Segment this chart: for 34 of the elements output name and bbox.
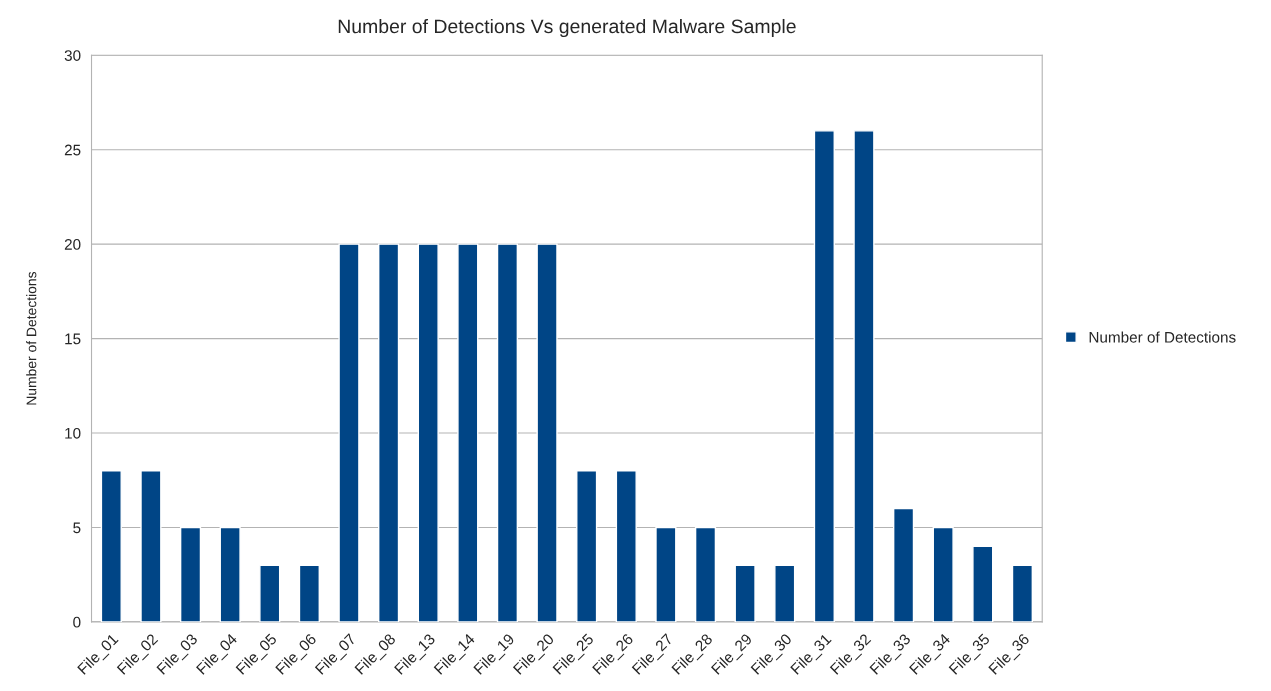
bar — [774, 564, 796, 622]
bar — [655, 526, 677, 622]
y-tick-label: 5 — [73, 522, 81, 534]
chart-title: Number of Detections Vs generated Malware Sample — [338, 18, 796, 38]
bar — [259, 564, 281, 622]
bar — [615, 470, 637, 622]
bar — [457, 243, 479, 622]
bar — [179, 526, 202, 622]
bar — [417, 243, 439, 622]
bar — [932, 526, 954, 622]
y-tick-label: 20 — [64, 239, 81, 250]
bar — [1011, 564, 1034, 622]
bar — [378, 243, 400, 622]
bar — [576, 470, 598, 622]
y-axis-title: Number of Detections — [26, 271, 37, 405]
bar — [892, 507, 915, 622]
y-tick-label: 25 — [64, 144, 81, 156]
y-tick-label: 0 — [73, 616, 81, 628]
bar — [100, 470, 122, 622]
bar — [853, 130, 875, 622]
y-tick-label: 15 — [65, 333, 81, 345]
bar — [972, 545, 994, 622]
y-tick-label: 30 — [64, 50, 81, 61]
bar — [338, 243, 360, 622]
bar — [140, 470, 162, 622]
bar — [813, 130, 835, 622]
bar — [694, 526, 717, 622]
bar — [219, 526, 241, 622]
y-tick-label: 10 — [65, 427, 81, 439]
bar — [496, 243, 519, 622]
legend-label: Number of Detections — [1089, 331, 1236, 343]
bar — [536, 243, 558, 622]
bar — [298, 564, 320, 622]
bar — [734, 564, 756, 622]
